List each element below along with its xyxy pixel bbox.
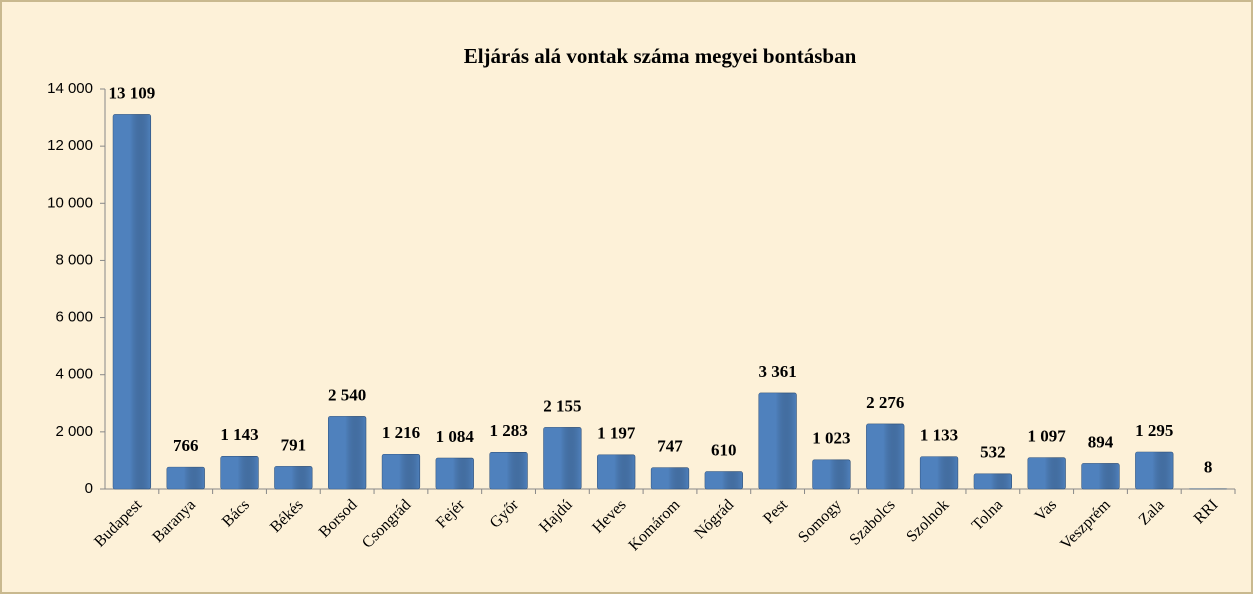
value-label: 747 [657,437,683,456]
y-tick-label: 4 000 [55,366,93,383]
value-label: 791 [281,435,307,454]
value-label: 2 155 [543,396,581,415]
bar [274,466,313,490]
y-tick-label: 0 [85,480,93,497]
value-label: 610 [711,440,737,459]
value-label: 2 540 [328,385,366,404]
value-label: 1 143 [220,425,258,444]
value-label: 766 [173,436,199,455]
bar [866,423,905,490]
value-label: 1 023 [812,429,850,448]
bar [220,456,259,490]
value-label: 3 361 [758,362,796,381]
value-label: 1 097 [1028,427,1067,446]
bar [973,473,1012,490]
bar [435,457,474,490]
bar [543,427,582,490]
bar [489,452,528,490]
chart-title: Eljárás alá vontak száma megyei bontásba… [464,44,857,68]
bar [328,416,367,490]
value-label: 894 [1088,432,1114,451]
bar [812,459,851,490]
bar [758,392,797,490]
value-label: 13 109 [109,83,156,102]
bar [650,467,690,490]
value-label: 1 133 [920,426,958,445]
y-tick-label: 8 000 [55,251,93,268]
value-label: 1 283 [489,421,527,440]
bar [1135,451,1174,490]
value-label: 532 [980,443,1006,462]
value-label: 1 084 [436,427,475,446]
y-tick-label: 10 000 [47,194,93,211]
bar [1081,463,1120,490]
bar [704,471,743,490]
bar [166,466,205,490]
value-label: 1 197 [597,424,636,443]
y-tick-label: 14 000 [47,80,93,97]
value-label: 1 216 [382,423,420,442]
value-label: 2 276 [866,393,904,412]
value-label: 8 [1204,458,1213,477]
value-label: 1 295 [1135,421,1173,440]
y-tick-label: 12 000 [47,137,93,154]
bar [112,114,152,490]
bar [597,454,636,490]
y-tick-label: 2 000 [55,423,93,440]
bar [381,453,421,490]
bar [1027,457,1066,490]
y-tick-label: 6 000 [55,309,93,326]
bar [919,456,959,490]
